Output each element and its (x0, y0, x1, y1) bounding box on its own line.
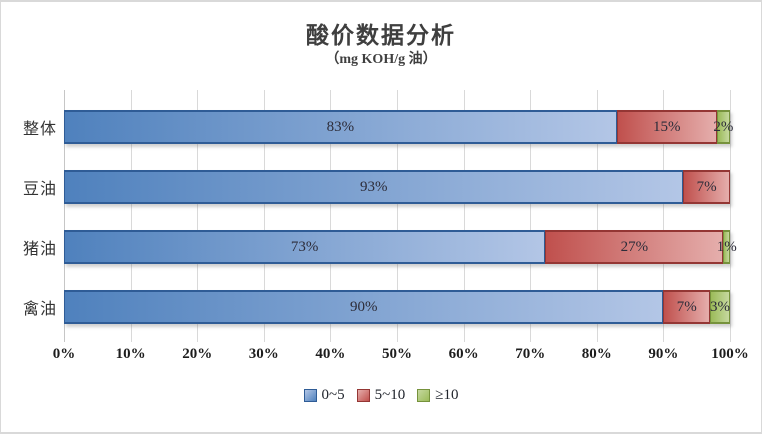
gridline (330, 90, 332, 342)
bar-segment--10: 3% (710, 290, 730, 324)
category-label: 豆油 (22, 181, 57, 198)
legend: 0~5 5~10 ≥10 (1, 388, 761, 403)
bar-segment-0-5: 73% (64, 230, 546, 264)
category-label: 整体 (22, 121, 57, 138)
legend-label: 0~5 (321, 387, 345, 403)
legend-swatch-icon (356, 389, 370, 402)
legend-label: 5~10 (374, 387, 406, 403)
chart-title: 酸价数据分析 (306, 23, 456, 48)
bar-segment--10: 1% (717, 230, 737, 264)
bar-segment-5-10: 7% (663, 290, 710, 324)
category-label: 禽油 (22, 301, 57, 318)
gridline (530, 90, 532, 342)
segment-data-label: 7% (676, 298, 697, 315)
legend-item: 5~10 (356, 387, 406, 403)
bar-segment-5-10: 7% (683, 170, 730, 204)
bar-row: 83% 15% 2% (64, 110, 733, 144)
gridline (463, 90, 465, 342)
legend-item: 0~5 (303, 387, 345, 403)
x-tick-label: 50% (382, 346, 412, 362)
x-tick-label: 10% (115, 346, 146, 362)
gridline (663, 90, 665, 342)
segment-data-label: 1% (716, 238, 737, 255)
chart-subtitle: （mg KOH/g 油） (325, 52, 437, 67)
x-tick-label: 30% (248, 346, 279, 362)
segment-data-label: 90% (349, 298, 378, 315)
legend-item: ≥10 (417, 388, 458, 403)
segment-data-label: 83% (326, 118, 355, 135)
x-tick-label: 80% (581, 346, 612, 362)
gridline (596, 90, 598, 342)
segment-data-label: 7% (696, 178, 717, 195)
bar-row: 73% 27% 1% (64, 230, 737, 264)
plot-area: 83% 15% 2% 93% 7% 73% 27% 1% 90% 7% 3% (64, 90, 737, 342)
bar-segment--10: 2% (713, 110, 733, 144)
bar-segment-0-5: 93% (64, 170, 684, 204)
x-tick-label: 0% (52, 346, 76, 362)
x-axis: 0% 10% 20% 30% 40% 50% 60% 70% 80% 90% 100% (1, 346, 761, 368)
segment-data-label: 27% (620, 238, 649, 255)
segment-data-label: 15% (652, 118, 681, 135)
legend-swatch-icon (303, 389, 317, 402)
x-tick-label: 90% (648, 346, 679, 362)
legend-label: ≥10 (435, 387, 459, 403)
bar-row: 93% 7% (64, 170, 730, 204)
x-tick-label: 60% (448, 346, 479, 362)
gridline (730, 90, 731, 342)
gridline (64, 90, 65, 342)
x-tick-label: 100% (711, 346, 749, 362)
segment-data-label: 93% (359, 178, 388, 195)
gridline (130, 90, 132, 342)
gridline (397, 90, 398, 342)
x-tick-label: 40% (315, 346, 346, 362)
gridline (197, 90, 199, 342)
bar-segment-0-5: 83% (64, 110, 617, 144)
bar-row: 90% 7% 3% (64, 290, 730, 324)
bar-segment-0-5: 90% (64, 290, 664, 324)
x-tick-label: 20% (182, 346, 213, 362)
segment-data-label: 3% (709, 298, 730, 315)
legend-swatch-icon (417, 389, 431, 402)
x-tick-label: 70% (515, 346, 546, 362)
segment-data-label: 73% (290, 238, 319, 255)
gridline (263, 90, 265, 342)
bar-segment-5-10: 27% (545, 230, 724, 264)
bar-segment-5-10: 15% (616, 110, 717, 144)
segment-data-label: 2% (713, 118, 734, 135)
category-label: 猪油 (22, 241, 57, 258)
